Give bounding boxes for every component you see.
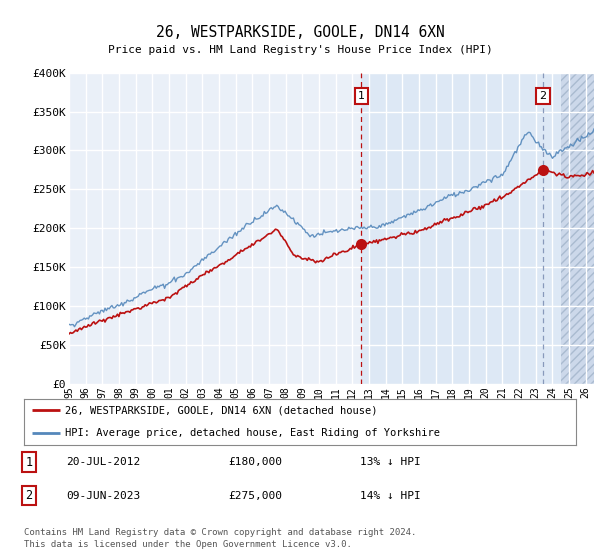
Text: 09-JUN-2023: 09-JUN-2023: [66, 491, 140, 501]
Text: 26, WESTPARKSIDE, GOOLE, DN14 6XN (detached house): 26, WESTPARKSIDE, GOOLE, DN14 6XN (detac…: [65, 405, 378, 416]
Text: 1: 1: [358, 91, 365, 101]
Text: HPI: Average price, detached house, East Riding of Yorkshire: HPI: Average price, detached house, East…: [65, 428, 440, 438]
Bar: [560, 73, 594, 384]
Text: 26, WESTPARKSIDE, GOOLE, DN14 6XN: 26, WESTPARKSIDE, GOOLE, DN14 6XN: [155, 25, 445, 40]
Text: 14% ↓ HPI: 14% ↓ HPI: [360, 491, 421, 501]
Text: 20-JUL-2012: 20-JUL-2012: [66, 457, 140, 467]
Text: 2: 2: [539, 91, 547, 101]
Text: 1: 1: [25, 455, 32, 469]
Text: £180,000: £180,000: [228, 457, 282, 467]
Text: £275,000: £275,000: [228, 491, 282, 501]
Text: 13% ↓ HPI: 13% ↓ HPI: [360, 457, 421, 467]
Text: 2: 2: [25, 489, 32, 502]
Text: Price paid vs. HM Land Registry's House Price Index (HPI): Price paid vs. HM Land Registry's House …: [107, 45, 493, 55]
Bar: [69, 73, 361, 384]
Text: Contains HM Land Registry data © Crown copyright and database right 2024.
This d: Contains HM Land Registry data © Crown c…: [24, 528, 416, 549]
